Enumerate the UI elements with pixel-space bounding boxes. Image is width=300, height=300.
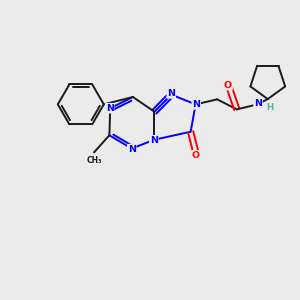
Text: H: H: [266, 103, 274, 112]
Text: O: O: [224, 81, 232, 90]
Text: N: N: [150, 136, 158, 145]
Text: N: N: [128, 145, 136, 154]
Text: N: N: [192, 100, 200, 109]
Text: CH₃: CH₃: [86, 156, 102, 165]
Text: N: N: [106, 104, 114, 113]
Text: O: O: [192, 151, 200, 160]
Text: N: N: [167, 89, 175, 98]
Text: N: N: [254, 99, 262, 108]
